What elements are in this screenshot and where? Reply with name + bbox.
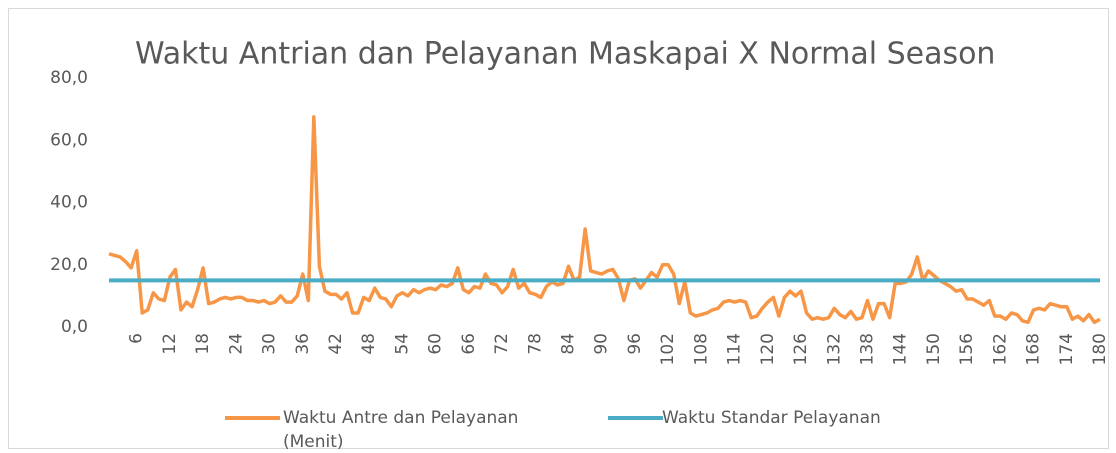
x-tick-label: 36 <box>293 333 313 355</box>
x-tick-label: 162 <box>990 333 1010 365</box>
x-tick-label: 174 <box>1057 333 1077 365</box>
x-tick-label: 180 <box>1090 333 1110 365</box>
x-tick-label: 168 <box>1024 333 1044 365</box>
x-tick-label: 102 <box>658 333 678 365</box>
x-tick-label: 24 <box>226 333 246 355</box>
chart-title: Waktu Antrian dan Pelayanan Maskapai X N… <box>135 37 995 72</box>
x-tick-label: 96 <box>625 333 645 355</box>
x-tick-label: 144 <box>891 333 911 365</box>
x-tick-label: 84 <box>559 333 579 355</box>
legend-label: Waktu Standar Pelayanan <box>662 408 881 428</box>
legend-label: Waktu Antre dan Pelayanan (Menit) <box>283 408 519 452</box>
x-tick-label: 156 <box>957 333 977 365</box>
y-tick-label: 80,0 <box>50 68 88 88</box>
y-tick-label: 40,0 <box>50 193 88 213</box>
x-tick-label: 48 <box>359 333 379 355</box>
x-tick-label: 132 <box>824 333 844 365</box>
x-tick-label: 138 <box>857 333 877 365</box>
x-tick-label: 150 <box>924 333 944 365</box>
y-tick-label: 0,0 <box>61 317 88 337</box>
y-tick-label: 60,0 <box>50 130 88 150</box>
x-tick-label: 12 <box>160 333 180 355</box>
x-tick-label: 66 <box>459 333 479 355</box>
x-tick-label: 54 <box>392 333 412 355</box>
x-tick-label: 72 <box>492 333 512 355</box>
x-tick-label: 120 <box>758 333 778 365</box>
x-tick-label: 42 <box>326 333 346 355</box>
x-tick-label: 18 <box>193 333 213 355</box>
x-tick-label: 108 <box>691 333 711 365</box>
x-tick-label: 126 <box>791 333 811 365</box>
chart-border <box>8 8 1109 449</box>
y-tick-label: 20,0 <box>50 255 88 275</box>
x-tick-label: 114 <box>725 333 745 365</box>
series-line <box>108 115 1101 325</box>
x-tick-label: 6 <box>127 333 147 344</box>
x-tick-label: 60 <box>426 333 446 355</box>
x-tick-label: 90 <box>592 333 612 355</box>
x-tick-label: 30 <box>260 333 280 355</box>
x-tick-label: 78 <box>525 333 545 355</box>
